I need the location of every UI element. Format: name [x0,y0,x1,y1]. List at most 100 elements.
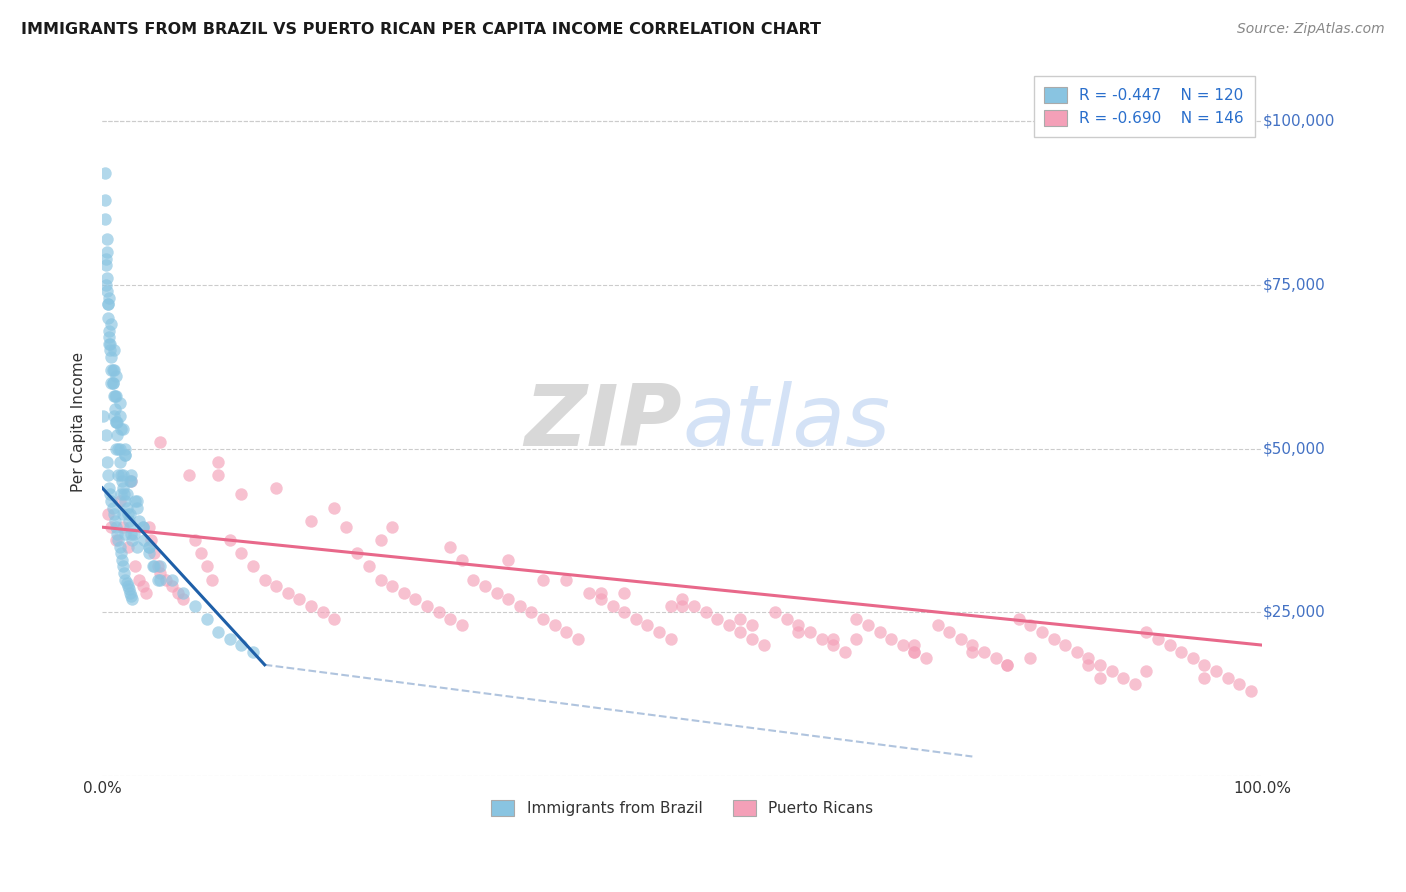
Point [1066,645,1088,659]
Point [973,645,995,659]
Point [93,212,115,227]
Point [357,559,380,574]
Point [498,592,520,607]
Point [231,638,253,652]
Point [810,632,832,646]
Point [1077,651,1099,665]
Point [100,317,122,331]
Point [121,533,143,548]
Point [683,599,706,613]
Point [544,618,567,632]
Point [915,651,938,665]
Point [108,442,131,456]
Point [439,612,461,626]
Point [94,428,117,442]
Point [121,592,143,607]
Point [100,350,122,364]
Point [117,579,139,593]
Point [111,553,134,567]
Point [120,589,142,603]
Point [103,389,125,403]
Point [132,520,155,534]
Point [120,526,142,541]
Point [1054,638,1077,652]
Point [138,540,160,554]
Point [98,336,121,351]
Point [120,507,142,521]
Point [108,455,131,469]
Point [108,395,131,409]
Point [195,612,218,626]
Point [463,573,485,587]
Point [218,533,240,548]
Point [776,612,799,626]
Point [218,632,240,646]
Point [335,520,357,534]
Point [591,592,613,607]
Point [242,645,264,659]
Point [299,599,322,613]
Point [117,540,139,554]
Point [578,585,600,599]
Point [264,481,287,495]
Point [100,376,122,390]
Point [531,573,554,587]
Point [138,520,160,534]
Point [111,475,134,489]
Point [567,632,589,646]
Point [416,599,439,613]
Point [1031,625,1053,640]
Point [201,573,224,587]
Point [120,475,142,489]
Point [112,481,135,495]
Point [856,618,879,632]
Point [903,638,925,652]
Point [93,409,115,423]
Point [112,559,135,574]
Point [117,507,139,521]
Point [105,369,128,384]
Point [637,618,659,632]
Point [166,585,188,599]
Legend: Immigrants from Brazil, Puerto Ricans: Immigrants from Brazil, Puerto Ricans [482,791,883,825]
Point [613,606,636,620]
Point [101,376,124,390]
Point [105,389,128,403]
Point [381,520,404,534]
Point [110,546,132,560]
Point [98,330,121,344]
Point [903,645,925,659]
Point [531,612,554,626]
Point [114,494,136,508]
Point [474,579,496,593]
Point [671,599,693,613]
Point [787,625,810,640]
Point [94,258,117,272]
Y-axis label: Per Capita Income: Per Capita Income [72,352,86,492]
Point [114,448,136,462]
Point [120,520,142,534]
Point [207,455,229,469]
Point [108,540,131,554]
Point [118,582,141,597]
Point [1181,651,1204,665]
Point [112,467,135,482]
Point [105,526,128,541]
Point [207,467,229,482]
Point [96,232,118,246]
Point [1240,684,1263,698]
Point [938,625,960,640]
Point [118,514,141,528]
Point [555,625,578,640]
Point [869,625,891,640]
Point [107,467,129,482]
Point [138,540,160,554]
Point [110,467,132,482]
Point [995,657,1018,672]
Point [485,585,508,599]
Point [346,546,368,560]
Point [1135,665,1157,679]
Point [101,500,124,515]
Point [142,559,165,574]
Point [1101,665,1123,679]
